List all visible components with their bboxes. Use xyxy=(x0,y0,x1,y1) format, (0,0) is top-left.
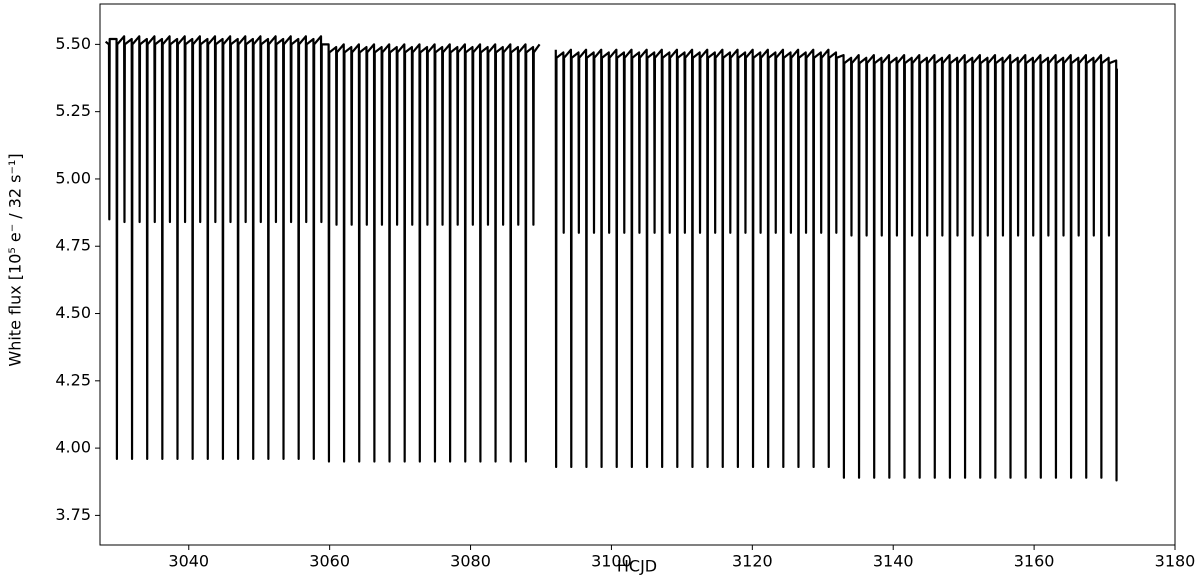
x-tick-label: 3180 xyxy=(1155,552,1196,571)
y-tick-label: 3.75 xyxy=(55,505,91,524)
y-tick-label: 5.00 xyxy=(55,168,91,187)
y-tick-label: 5.25 xyxy=(55,101,91,120)
plot-frame xyxy=(99,3,1176,546)
flux-line xyxy=(104,35,1118,482)
x-tick-label: 3040 xyxy=(168,552,209,571)
x-tick-label: 3120 xyxy=(732,552,773,571)
x-tick-label: 3160 xyxy=(1014,552,1055,571)
y-tick-label: 4.25 xyxy=(55,370,91,389)
y-axis-label: White flux [10⁵ e⁻ / 32 s⁻¹] xyxy=(6,153,25,366)
y-tick-label: 4.00 xyxy=(55,438,91,457)
x-tick-label: 3080 xyxy=(450,552,491,571)
x-tick-label: 3140 xyxy=(873,552,914,571)
y-tick-label: 4.75 xyxy=(55,236,91,255)
x-tick-label: 3100 xyxy=(591,552,632,571)
x-axis-label: HCJD xyxy=(617,557,657,576)
y-tick-label: 5.50 xyxy=(55,34,91,53)
x-tick-label: 3060 xyxy=(309,552,350,571)
y-tick-label: 4.50 xyxy=(55,303,91,322)
